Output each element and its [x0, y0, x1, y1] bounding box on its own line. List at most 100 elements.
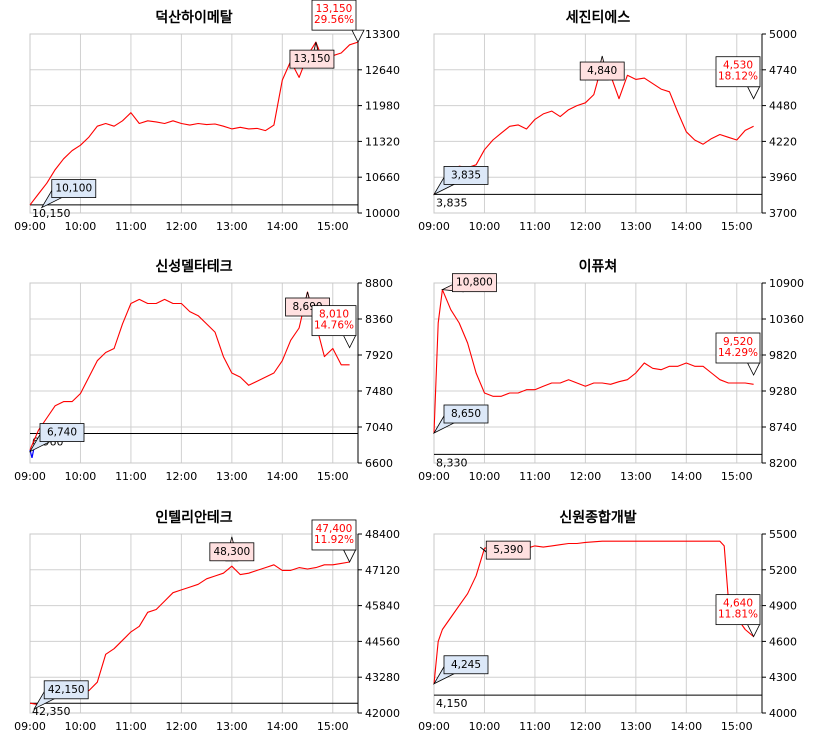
x-tick-label: 10:00 [65, 470, 97, 483]
x-tick-label: 09:00 [418, 720, 450, 733]
chart-panel-5: 인텔리안테크 09:00 10:00 11:00 12:00 13:00 14:00 15:0… [14, 509, 400, 733]
callout-label: 29.56% [314, 14, 354, 26]
chart-panel-2: 세진티에스 09:00 10:00 11:00 12:00 13:00 14:00 15:00… [418, 9, 797, 233]
x-tick-label: 12:00 [570, 220, 602, 233]
callout-label: 4,640 [723, 598, 753, 610]
low-price-callout: 10,100 [40, 179, 97, 209]
x-tick-label: 15:00 [721, 470, 753, 483]
x-tick-label: 15:00 [721, 220, 753, 233]
x-tick-label: 12:00 [166, 720, 198, 733]
high-price-callout: 48,300 [209, 536, 255, 562]
plot-frame [433, 33, 763, 214]
plot-frame [433, 533, 763, 714]
x-tick-label: 10:00 [469, 470, 501, 483]
callout-pointer [746, 624, 761, 638]
y-tick-label: 8800 [365, 277, 393, 290]
callout-box [715, 56, 761, 88]
high-price-callout: 10,800 [440, 273, 497, 293]
x-tick-label: 09:00 [14, 720, 46, 733]
callout-pointer [342, 549, 357, 563]
x-tick-label: 10:00 [65, 220, 97, 233]
callout-box [311, 305, 357, 337]
y-tick-label: 4220 [769, 135, 797, 148]
x-tick-label: 12:00 [166, 220, 198, 233]
callout-box [452, 273, 497, 293]
y-tick-label: 4600 [769, 635, 797, 648]
chart-title: 세진티에스 [566, 9, 631, 26]
x-tick-label: 11:00 [115, 220, 147, 233]
reference-price-label: 8,330 [436, 456, 468, 469]
callout-label: 10,800 [456, 277, 493, 289]
low-price-callout: 8,650 [432, 404, 489, 434]
x-tick-label: 15:00 [317, 220, 349, 233]
y-tick-label: 7920 [365, 349, 393, 362]
x-tick-label: 14:00 [670, 720, 702, 733]
chart-title: 덕산하이메탈 [155, 9, 232, 26]
callout-pointer [342, 335, 357, 349]
callout-box [311, 0, 357, 31]
x-tick-label: 09:00 [418, 470, 450, 483]
reference-price-label: 42,350 [32, 705, 71, 718]
x-tick-label: 12:00 [570, 720, 602, 733]
chart-panel-4: 이퓨쳐 09:00 10:00 11:00 12:00 13:00 14:00 15:00 82… [418, 258, 804, 483]
high-price-callout: 13,150 [289, 42, 335, 69]
x-tick-label: 09:00 [418, 220, 450, 233]
x-tick-label: 09:00 [14, 220, 46, 233]
callout-label: 6,740 [47, 427, 77, 439]
y-tick-label: 3960 [769, 171, 797, 184]
x-tick-label: 11:00 [519, 470, 551, 483]
callout-label: 13,150 [316, 3, 353, 15]
x-tick-label: 11:00 [519, 220, 551, 233]
y-tick-label: 8200 [769, 457, 797, 470]
callout-label: 47,400 [316, 523, 353, 535]
y-tick-label: 10900 [769, 277, 804, 290]
x-tick-label: 14:00 [670, 220, 702, 233]
x-tick-label: 14:00 [266, 470, 298, 483]
callout-box [443, 655, 489, 675]
high-price-callout: 4,840 [579, 55, 625, 81]
chart-panel-6: 신원종합개발 09:00 10:00 11:00 12:00 13:00 14:00 15:0… [418, 509, 797, 733]
callout-box [715, 594, 761, 626]
callout-label: 8,650 [451, 408, 481, 420]
y-tick-label: 44560 [365, 635, 400, 648]
x-tick-label: 11:00 [519, 720, 551, 733]
y-tick-label: 12640 [365, 64, 400, 77]
y-tick-label: 5200 [769, 564, 797, 577]
chart-title: 신원종합개발 [559, 509, 636, 526]
plot-frame [433, 282, 763, 464]
price-line [29, 291, 350, 451]
low-price-callout: 42,150 [33, 680, 89, 710]
callout-box [443, 166, 489, 185]
callout-label: 5,390 [493, 544, 523, 556]
y-tick-label: 5000 [769, 28, 797, 41]
callout-box [579, 61, 625, 81]
callout-label: 4,530 [723, 60, 753, 72]
callout-label: 18.12% [718, 71, 758, 83]
y-tick-label: 47120 [365, 564, 400, 577]
low-price-callout: 6,740 [28, 423, 85, 453]
callout-label: 14.76% [314, 320, 354, 332]
x-tick-label: 15:00 [317, 720, 349, 733]
x-tick-label: 10:00 [469, 220, 501, 233]
y-tick-label: 9820 [769, 349, 797, 362]
y-tick-label: 7040 [365, 421, 393, 434]
y-tick-label: 45840 [365, 600, 400, 613]
callout-label: 48,300 [213, 546, 250, 558]
chart-panel-1: 덕산하이메탈 09:00 10:00 11:00 12:00 13:00 14:00 15:0… [14, 0, 400, 233]
y-tick-label: 11320 [365, 135, 400, 148]
callout-box [43, 680, 89, 700]
x-tick-label: 09:00 [14, 470, 46, 483]
x-tick-label: 13:00 [216, 720, 248, 733]
callout-label: 10,100 [55, 183, 92, 195]
callout-label: 14.29% [718, 347, 758, 359]
callout-pointer [746, 86, 761, 100]
callout-label: 13,150 [294, 53, 331, 65]
x-tick-label: 14:00 [670, 470, 702, 483]
x-tick-label: 15:00 [721, 720, 753, 733]
y-tick-label: 13300 [365, 28, 400, 41]
chart-title: 인텔리안테크 [155, 509, 232, 526]
callout-box [51, 179, 97, 198]
